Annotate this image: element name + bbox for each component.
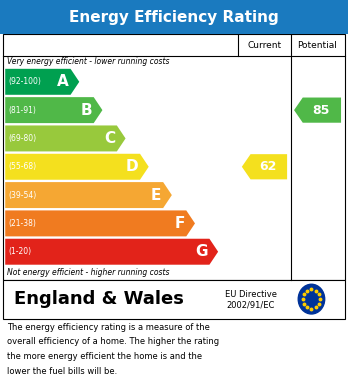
FancyBboxPatch shape	[0, 0, 348, 34]
Text: G: G	[195, 244, 208, 259]
Text: 85: 85	[313, 104, 330, 117]
Text: D: D	[126, 159, 138, 174]
FancyBboxPatch shape	[3, 34, 345, 280]
Polygon shape	[5, 182, 172, 208]
Text: A: A	[57, 74, 69, 89]
Text: (21-38): (21-38)	[9, 219, 37, 228]
Text: The energy efficiency rating is a measure of the: The energy efficiency rating is a measur…	[7, 323, 210, 332]
Polygon shape	[5, 210, 195, 237]
Circle shape	[298, 284, 325, 314]
Text: (39-54): (39-54)	[9, 190, 37, 199]
Text: England & Wales: England & Wales	[14, 290, 184, 308]
Polygon shape	[5, 126, 126, 151]
Polygon shape	[5, 154, 149, 180]
Text: (1-20): (1-20)	[9, 247, 32, 256]
Polygon shape	[242, 154, 287, 179]
Text: (69-80): (69-80)	[9, 134, 37, 143]
Text: E: E	[151, 188, 161, 203]
Text: overall efficiency of a home. The higher the rating: overall efficiency of a home. The higher…	[7, 337, 219, 346]
FancyBboxPatch shape	[3, 280, 345, 319]
Text: Very energy efficient - lower running costs: Very energy efficient - lower running co…	[7, 57, 169, 66]
Polygon shape	[5, 69, 79, 95]
Text: the more energy efficient the home is and the: the more energy efficient the home is an…	[7, 352, 202, 361]
Text: C: C	[104, 131, 115, 146]
Text: B: B	[80, 102, 92, 118]
Polygon shape	[5, 97, 102, 123]
Text: (92-100): (92-100)	[9, 77, 41, 86]
Text: Potential: Potential	[298, 41, 338, 50]
Polygon shape	[5, 239, 218, 265]
Text: 62: 62	[259, 160, 277, 173]
Text: Current: Current	[247, 41, 282, 50]
Text: Energy Efficiency Rating: Energy Efficiency Rating	[69, 10, 279, 25]
Text: F: F	[174, 216, 184, 231]
Text: 2002/91/EC: 2002/91/EC	[226, 300, 275, 310]
Text: (81-91): (81-91)	[9, 106, 37, 115]
Text: (55-68): (55-68)	[9, 162, 37, 171]
Text: EU Directive: EU Directive	[224, 289, 277, 299]
Text: lower the fuel bills will be.: lower the fuel bills will be.	[7, 367, 117, 376]
Polygon shape	[294, 97, 341, 123]
Text: Not energy efficient - higher running costs: Not energy efficient - higher running co…	[7, 268, 169, 277]
